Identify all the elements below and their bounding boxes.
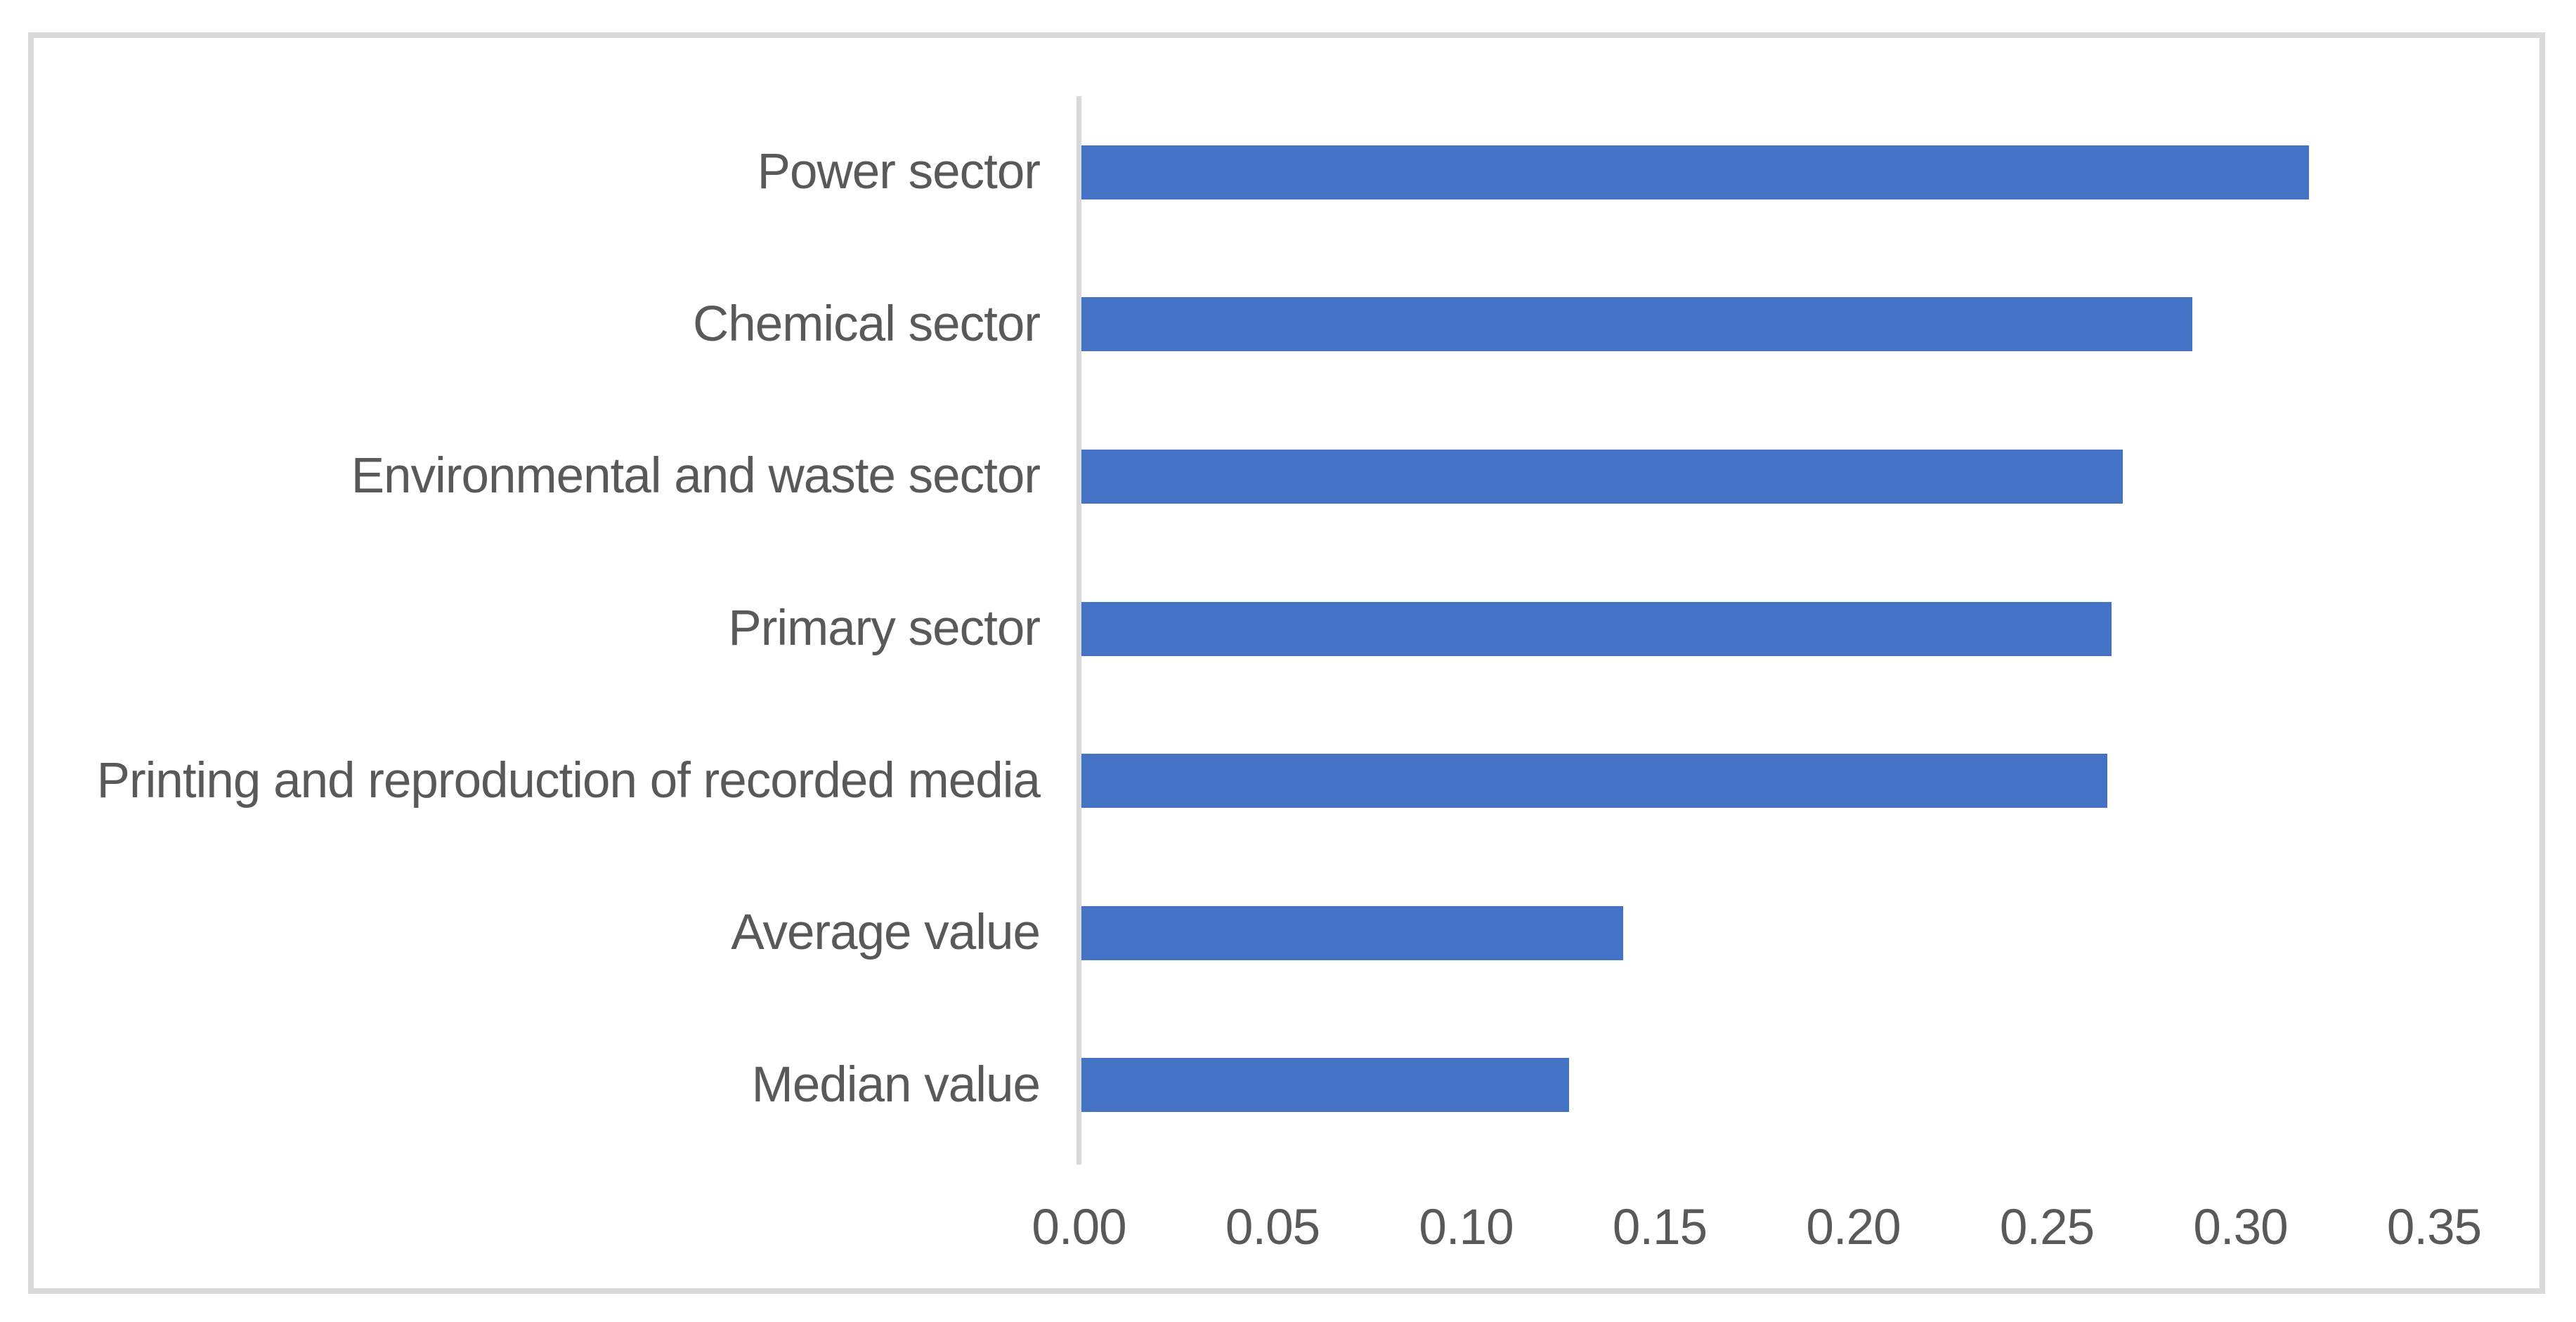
bar-median-value — [1081, 1058, 1569, 1113]
bar-power-sector — [1081, 145, 2309, 199]
category-label-average-value: Average value — [731, 905, 1041, 961]
x-tick-label-0.10: 0.10 — [1419, 1200, 1514, 1255]
bar-average-value — [1081, 905, 1623, 960]
x-tick-label-0.25: 0.25 — [1999, 1200, 2095, 1255]
x-tick-label-0.35: 0.35 — [2386, 1200, 2482, 1255]
bar-primary-sector — [1081, 601, 2112, 656]
x-tick-label-0.20: 0.20 — [1806, 1200, 1901, 1255]
bar-environmental-and-waste-sector — [1081, 449, 2123, 504]
category-label-primary-sector: Primary sector — [728, 601, 1041, 656]
category-label-power-sector: Power sector — [757, 144, 1041, 200]
x-tick-label-0.05: 0.05 — [1225, 1200, 1320, 1255]
bar-printing-and-reproduction — [1081, 754, 2107, 809]
x-tick-label-0.00: 0.00 — [1032, 1200, 1126, 1255]
category-label-median-value: Median value — [751, 1056, 1041, 1113]
bar-chemical-sector — [1081, 297, 2192, 352]
category-label-environmental-and-waste-sector: Environmental and waste sector — [351, 448, 1041, 504]
x-tick-label-0.15: 0.15 — [1612, 1200, 1707, 1255]
category-label-printing-and-reproduction: Printing and reproduction of recorded me… — [96, 752, 1041, 809]
y-axis-line — [1076, 96, 1081, 1165]
category-label-chemical-sector: Chemical sector — [693, 296, 1041, 352]
x-tick-label-0.30: 0.30 — [2193, 1200, 2288, 1255]
